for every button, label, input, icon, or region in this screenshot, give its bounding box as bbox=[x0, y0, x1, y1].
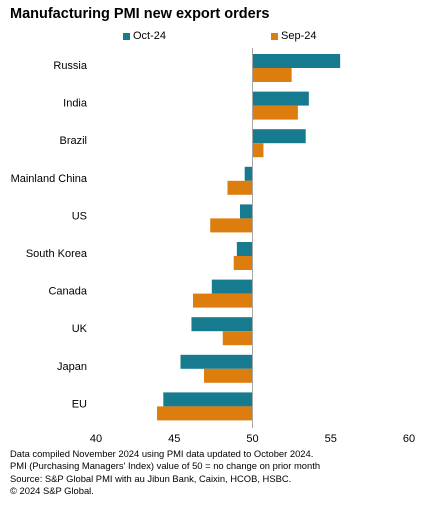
bar-us-oct-24 bbox=[239, 204, 253, 219]
bar-russia-sep-24 bbox=[252, 68, 292, 82]
footnote-source: Source: S&P Global PMI with au Jibun Ban… bbox=[10, 472, 292, 484]
chart-footnotes: Data compiled November 2024 using PMI da… bbox=[10, 448, 320, 497]
bar-japan-oct-24 bbox=[180, 354, 253, 369]
legend-label-sep-24: Sep-24 bbox=[281, 30, 317, 42]
category-label-us: US bbox=[72, 210, 87, 222]
category-label-uk: UK bbox=[72, 323, 88, 335]
footnote-pmi-definition: PMI (Purchasing Managers' Index) value o… bbox=[10, 460, 321, 472]
chart-legend: Oct-24 Sep-24 bbox=[0, 30, 425, 44]
footnote-data-compiled: Data compiled November 2024 using PMI da… bbox=[10, 448, 314, 459]
category-label-russia: Russia bbox=[53, 60, 88, 72]
footnote-copyright: © 2024 S&P Global. bbox=[10, 484, 94, 496]
x-tick-label-50: 50 bbox=[246, 433, 258, 445]
legend-label-oct-24: Oct-24 bbox=[133, 30, 167, 42]
bar-mainland-china-oct-24 bbox=[244, 166, 253, 181]
bar-brazil-oct-24 bbox=[252, 129, 306, 144]
x-tick-label-45: 45 bbox=[168, 433, 180, 445]
category-label-eu: EU bbox=[72, 398, 87, 410]
bar-south-korea-sep-24 bbox=[233, 256, 253, 270]
bar-south-korea-oct-24 bbox=[236, 242, 253, 256]
x-tick-label-55: 55 bbox=[325, 433, 337, 445]
bar-japan-sep-24 bbox=[203, 368, 253, 383]
x-tick-label-60: 60 bbox=[403, 433, 415, 445]
bar-india-sep-24 bbox=[252, 105, 298, 120]
category-label-japan: Japan bbox=[57, 361, 87, 373]
legend-swatch-oct-24 bbox=[123, 32, 130, 40]
category-label-canada: Canada bbox=[48, 286, 87, 298]
bar-mainland-china-sep-24 bbox=[227, 180, 253, 195]
category-label-south-korea: South Korea bbox=[26, 248, 88, 260]
bar-eu-oct-24 bbox=[163, 392, 253, 407]
bar-chart: Russia India Brazil Mainland China US South K… bbox=[11, 48, 415, 445]
legend-item-oct-24: Oct-24 bbox=[123, 30, 166, 42]
x-tick-label-40: 40 bbox=[90, 433, 102, 445]
bar-uk-sep-24 bbox=[222, 331, 253, 346]
category-label-mainland-china: Mainland China bbox=[11, 173, 88, 185]
bar-india-oct-24 bbox=[252, 91, 309, 106]
legend-swatch-sep-24 bbox=[271, 32, 278, 40]
bar-brazil-sep-24 bbox=[252, 143, 264, 158]
legend-item-sep-24: Sep-24 bbox=[271, 30, 316, 42]
bar-russia-oct-24 bbox=[252, 54, 341, 68]
bar-eu-sep-24 bbox=[157, 406, 253, 421]
bar-us-sep-24 bbox=[210, 218, 253, 233]
bar-uk-oct-24 bbox=[191, 317, 253, 332]
category-label-india: India bbox=[63, 98, 88, 110]
category-label-brazil: Brazil bbox=[59, 135, 87, 147]
bar-canada-oct-24 bbox=[211, 279, 253, 294]
chart-title: Manufacturing PMI new export orders bbox=[10, 6, 270, 22]
bar-canada-sep-24 bbox=[193, 293, 253, 308]
